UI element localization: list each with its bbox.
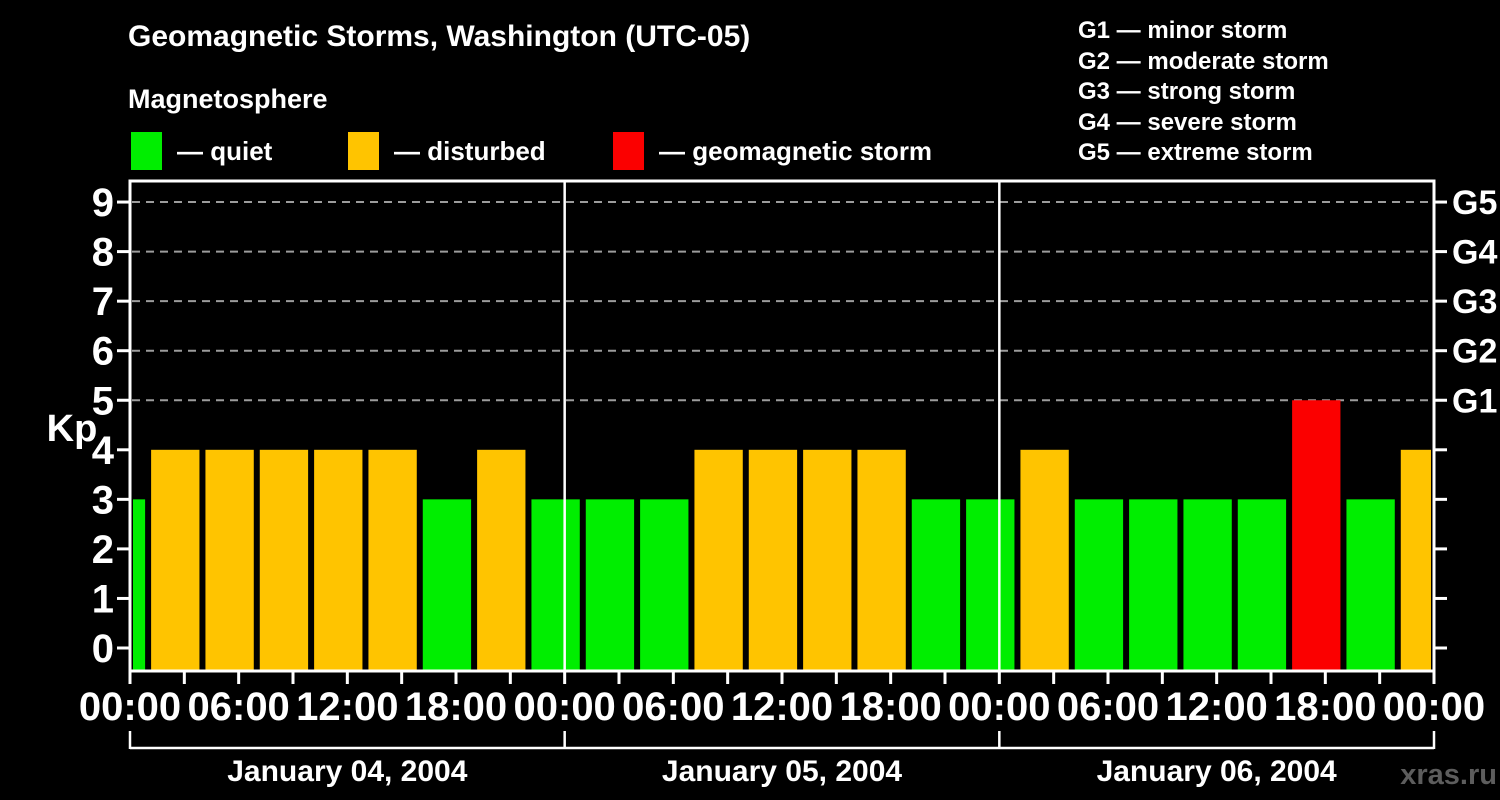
x-tick-label: 00:00: [948, 685, 1050, 729]
disturbed-color-swatch: [348, 132, 379, 170]
chart-subtitle: Magnetosphere: [128, 84, 328, 114]
legend-label-disturbed: — disturbed: [394, 135, 546, 166]
x-tick-label: 18:00: [840, 685, 942, 729]
kp-bar: [259, 449, 309, 671]
x-tick-label: 06:00: [188, 685, 290, 729]
legend-item-storm: — geomagnetic storm: [613, 131, 932, 171]
y-tick-label: 5: [92, 379, 114, 423]
legend-item-disturbed: — disturbed: [348, 131, 546, 171]
kp-bar: [1183, 499, 1232, 671]
x-tick-label: 00:00: [79, 685, 181, 729]
kp-bar: [585, 499, 635, 671]
y-tick-label: 1: [92, 577, 114, 621]
date-label: January 05, 2004: [662, 755, 902, 788]
storm-scale-legend: G1 — minor storm G2 — moderate storm G3 …: [1078, 16, 1329, 169]
kp-bar: [1129, 499, 1178, 671]
g-scale-label: G2: [1452, 333, 1497, 371]
kp-bar: [314, 449, 363, 671]
storm-scale-g2: G2 — moderate storm: [1078, 47, 1329, 75]
legend-item-quiet: — quiet: [131, 131, 272, 171]
y-tick-label: 3: [92, 478, 114, 522]
y-tick-label: 7: [92, 280, 114, 324]
g-scale-label: G3: [1452, 283, 1497, 321]
x-tick-label: 12:00: [1166, 685, 1268, 729]
kp-bar: [422, 499, 472, 671]
watermark: xras.ru: [1400, 759, 1497, 791]
date-label: January 06, 2004: [1097, 755, 1337, 788]
x-tick-label: 18:00: [405, 685, 507, 729]
kp-bar: [803, 449, 852, 671]
y-tick-label: 8: [92, 231, 114, 275]
kp-bar: [694, 449, 743, 671]
x-tick-label: 12:00: [731, 685, 833, 729]
kp-bar: [911, 499, 961, 671]
quiet-color-swatch: [131, 132, 162, 170]
kp-bar: [640, 499, 689, 671]
kp-bar: [368, 449, 417, 671]
x-tick-label: 18:00: [1274, 685, 1376, 729]
storm-color-swatch: [613, 132, 644, 170]
g-scale-label: G4: [1452, 234, 1497, 272]
kp-bar: [133, 499, 146, 671]
g-scale-label: G1: [1452, 382, 1497, 420]
chart-title: Geomagnetic Storms, Washington (UTC-05): [128, 20, 751, 53]
x-tick-label: 06:00: [1057, 685, 1159, 729]
kp-bar: [1237, 499, 1287, 671]
storm-scale-g1: G1 — minor storm: [1078, 17, 1288, 44]
y-tick-label: 9: [92, 181, 114, 225]
y-tick-label: 0: [92, 627, 114, 671]
kp-bar: [748, 449, 798, 671]
legend-label-storm: — geomagnetic storm: [659, 135, 933, 166]
storm-scale-g5: G5 — extreme storm: [1078, 139, 1313, 167]
x-tick-label: 00:00: [1383, 685, 1485, 729]
y-tick-label: 2: [92, 528, 114, 572]
y-tick-label: 4: [92, 429, 115, 473]
kp-bar: [966, 499, 1015, 671]
x-tick-label: 00:00: [514, 685, 616, 729]
kp-bar: [205, 449, 254, 671]
kp-bar: [857, 449, 906, 671]
kp-bar: [477, 449, 526, 671]
kp-bar: [1074, 499, 1124, 671]
kp-bar: [1346, 499, 1395, 671]
legend-label-quiet: — quiet: [177, 135, 273, 166]
kp-bar: [531, 499, 580, 671]
x-tick-label: 06:00: [622, 685, 724, 729]
date-label: January 04, 2004: [227, 755, 467, 788]
g-scale-label: G5: [1452, 184, 1497, 222]
kp-axis-title: Kp: [47, 408, 98, 450]
kp-bar: [1292, 400, 1341, 671]
y-tick-label: 6: [92, 330, 114, 374]
storm-scale-g4: G4 — severe storm: [1078, 108, 1297, 136]
kp-bar: [151, 449, 200, 671]
kp-bar: [1400, 449, 1431, 671]
kp-bar: [1020, 449, 1069, 671]
x-tick-label: 12:00: [296, 685, 398, 729]
storm-scale-g3: G3 — strong storm: [1078, 78, 1296, 106]
